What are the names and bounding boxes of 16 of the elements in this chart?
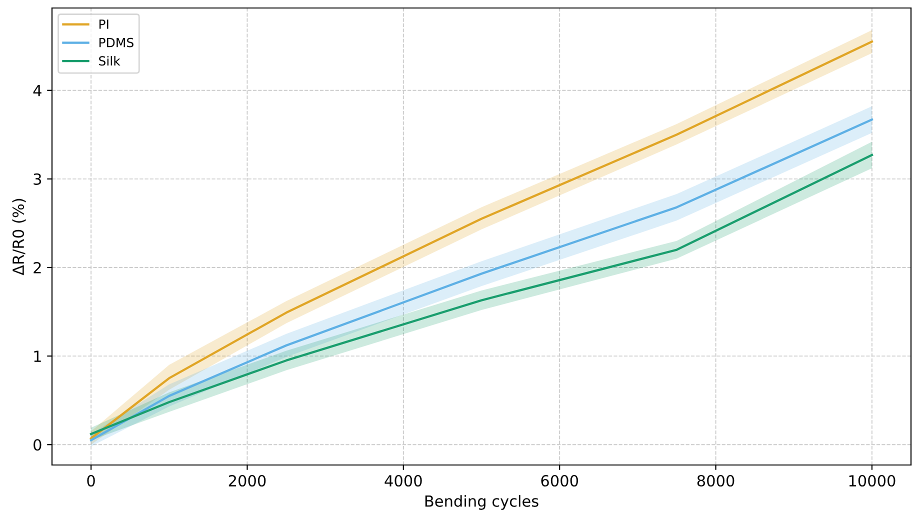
legend-label: PDMS <box>99 38 134 48</box>
x-axis-title: Bending cycles <box>425 495 538 510</box>
x-tick-label: 6000 <box>541 474 578 487</box>
y-tick-label: 1 <box>34 350 41 362</box>
y-tick-label: 0 <box>34 439 42 451</box>
y-tick-label: 3 <box>34 173 42 185</box>
x-tick-label: 10000 <box>849 474 896 487</box>
y-tick-label: 2 <box>34 262 41 274</box>
y-axis-title: ΔR/R0 (%) <box>12 198 26 276</box>
y-tick-label: 4 <box>33 85 42 96</box>
legend-label: PI <box>99 20 108 29</box>
x-tick-label: 4000 <box>384 474 422 487</box>
x-tick-label: 8000 <box>697 474 734 487</box>
legend-label: Silk <box>99 56 120 66</box>
x-tick-label: 0 <box>87 474 95 487</box>
x-tick-label: 2000 <box>228 474 266 487</box>
